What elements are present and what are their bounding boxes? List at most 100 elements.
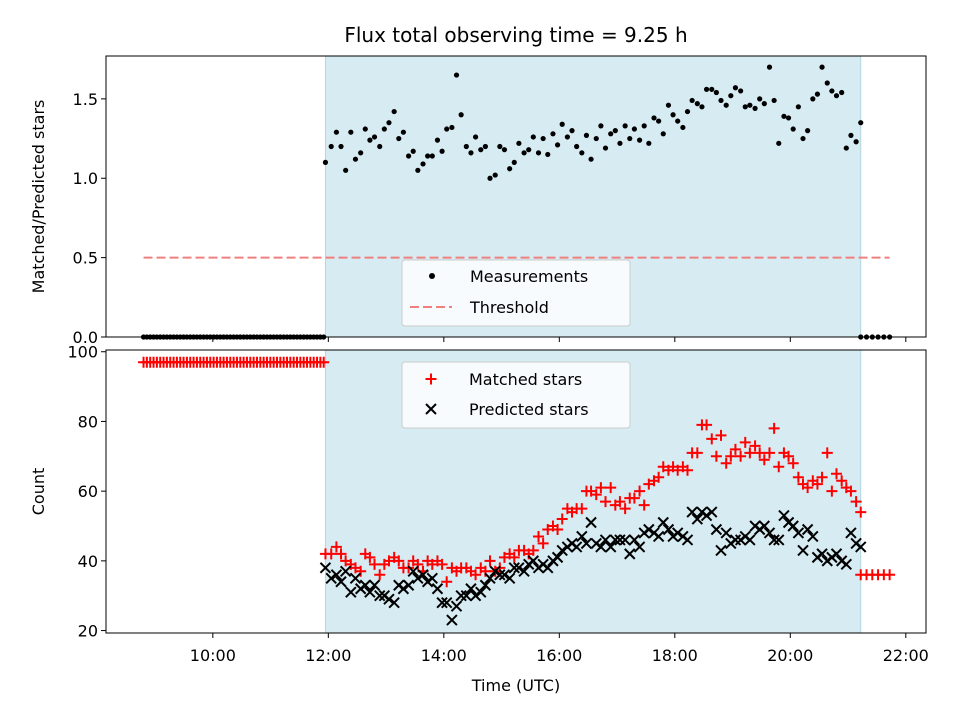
measurement-point — [588, 156, 594, 162]
measurement-point — [718, 97, 724, 104]
matched-star-point — [318, 356, 330, 368]
measurement-point — [434, 137, 441, 143]
measurement-point — [338, 143, 344, 150]
predicted-star-point — [388, 596, 400, 609]
y-tick-label: 1.0 — [73, 169, 98, 188]
predicted-star-point — [349, 572, 362, 584]
measurement-point — [602, 145, 609, 151]
predicted-star-point — [778, 509, 790, 522]
matched-star-point — [537, 537, 549, 549]
measurement-point — [352, 156, 359, 162]
measurement-point — [511, 159, 517, 165]
measurement-point — [400, 129, 406, 135]
measurement-point — [593, 135, 599, 142]
predicted-star-point — [417, 569, 429, 581]
predicted-star-point — [763, 527, 776, 539]
measurement-point — [530, 134, 536, 140]
predicted-star-point — [700, 509, 713, 522]
predicted-star-point — [671, 527, 684, 539]
predicted-star-point — [374, 590, 386, 602]
measurements-legend-marker — [429, 273, 435, 279]
measurement-point — [728, 93, 734, 99]
measurement-point — [612, 128, 618, 134]
matched-star-point — [845, 485, 857, 497]
matched-star-point — [735, 450, 747, 462]
matched-star-point — [768, 422, 780, 434]
matched-stars-legend-marker — [425, 373, 437, 385]
matched-stars-legend-label: Matched stars — [469, 370, 582, 389]
measurement-point — [482, 143, 488, 150]
matched-star-point — [787, 457, 799, 469]
y-tick-label: 0.5 — [73, 249, 98, 268]
measurement-point — [410, 148, 416, 154]
matched-star-point — [374, 569, 386, 581]
predicted-star-point — [426, 572, 438, 584]
measurements-series — [140, 64, 893, 340]
measurement-point — [766, 64, 773, 70]
measurement-point — [540, 135, 546, 142]
matched-star-point — [826, 485, 838, 497]
predicted-star-point — [335, 576, 347, 588]
measurement-point — [583, 132, 590, 138]
predicted-star-point — [710, 523, 723, 536]
predicted-star-point — [801, 523, 814, 536]
predicted-star-point — [681, 534, 694, 546]
measurement-point — [492, 172, 498, 178]
predicted-star-point — [720, 527, 732, 539]
measurement-point — [656, 118, 662, 124]
predicted-star-point — [412, 572, 424, 584]
predicted-star-point — [402, 579, 415, 591]
predicted-stars-legend-marker — [425, 403, 437, 415]
measurement-point — [322, 159, 329, 165]
predicted-star-point — [652, 530, 665, 543]
measurement-point — [444, 126, 450, 132]
predicted-star-point — [494, 569, 506, 581]
predicted-star-point — [446, 614, 458, 626]
x-tick-label: 10:00 — [190, 646, 236, 665]
measurement-point — [805, 128, 811, 134]
predicted-star-point — [599, 534, 612, 546]
matched-star-point — [836, 475, 848, 487]
matched-star-point — [600, 496, 612, 508]
x-tick-label: 18:00 — [652, 646, 698, 665]
matched-star-point — [855, 506, 867, 518]
predicted-star-point — [686, 506, 698, 518]
predicted-star-point — [758, 520, 771, 532]
y-tick-label: 100 — [67, 343, 98, 362]
predicted-stars-series — [319, 506, 867, 626]
measurement-point — [526, 147, 532, 153]
predicted-star-point — [816, 548, 828, 560]
matched-star-point — [792, 471, 804, 483]
measurement-point — [554, 142, 561, 148]
x-tick-label: 12:00 — [305, 646, 351, 665]
predicted-star-point — [576, 530, 588, 543]
predicted-star-point — [513, 562, 525, 574]
measurement-point — [478, 147, 484, 153]
predicted-star-point — [624, 548, 636, 560]
measurement-point — [328, 143, 334, 150]
matched-star-point — [605, 482, 617, 494]
predicted-star-point — [431, 583, 444, 595]
measurement-point — [574, 143, 580, 150]
predicted-star-point — [662, 523, 675, 536]
measurement-point — [684, 108, 691, 115]
predicted-star-point — [614, 534, 626, 546]
matched-star-point — [884, 569, 896, 581]
measurement-point — [670, 112, 676, 118]
predicted-star-point — [633, 541, 646, 553]
matched-star-point — [638, 499, 650, 511]
matched-star-point — [764, 447, 776, 459]
measurement-point — [367, 137, 373, 143]
measurement-point — [781, 113, 787, 119]
measurement-point — [497, 143, 503, 150]
ratio-panel: 0.0 0.5 1.0 1.5 Matched/Predicted stars Mea… — [29, 55, 927, 347]
measurement-point — [550, 131, 556, 137]
measurement-point — [651, 115, 657, 121]
x-axis-label: Time (UTC) — [471, 676, 560, 695]
matched-star-point — [816, 471, 828, 483]
measurement-point — [622, 123, 628, 129]
measurement-point — [824, 80, 830, 86]
matched-star-point — [552, 523, 564, 535]
measurement-point — [425, 153, 431, 159]
predicted-star-point — [768, 534, 780, 546]
